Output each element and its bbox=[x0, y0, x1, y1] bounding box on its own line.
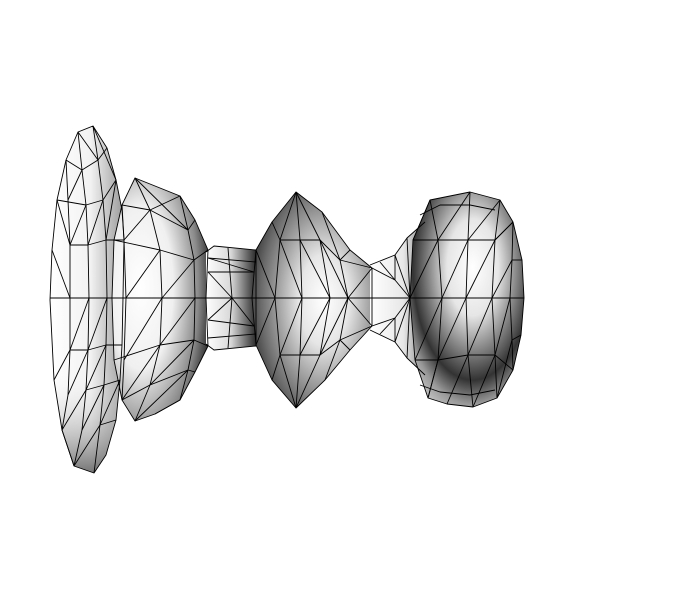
end-knob-surface bbox=[410, 192, 524, 407]
neck-2-surface bbox=[370, 222, 425, 375]
bulb-1-surface bbox=[112, 178, 208, 421]
wireframe-edges bbox=[49, 125, 525, 474]
shaded-surfaces bbox=[50, 126, 524, 473]
